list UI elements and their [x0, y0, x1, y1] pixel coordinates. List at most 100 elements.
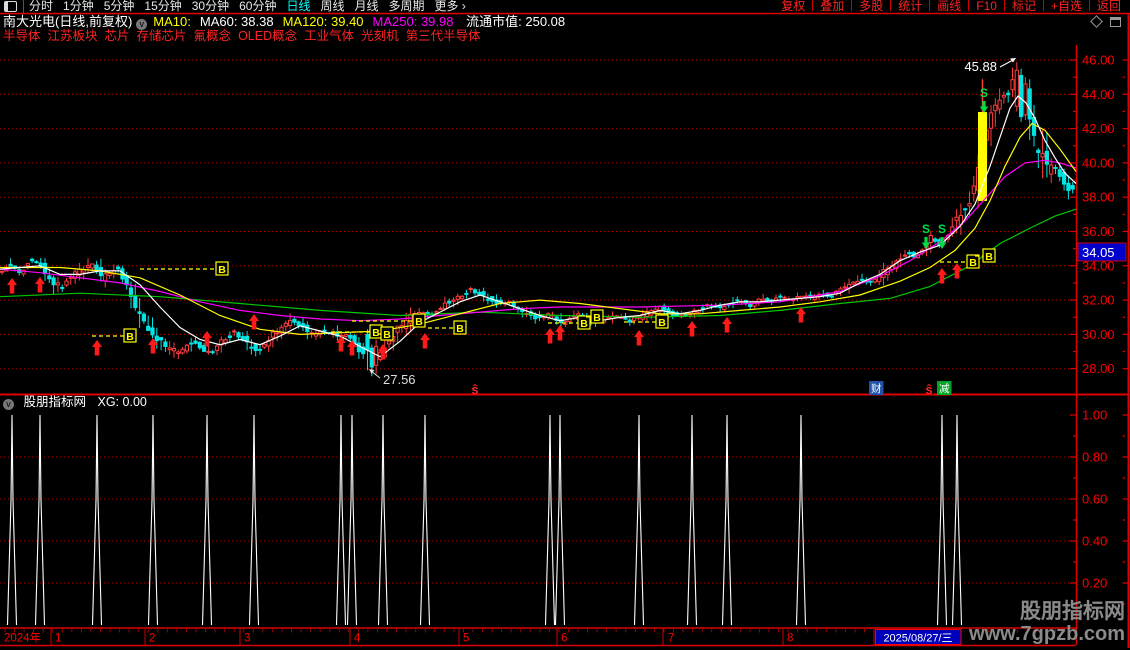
- signal-spike: [91, 414, 103, 626]
- period-tab-5分钟[interactable]: 5分钟: [103, 0, 135, 13]
- toolbar-button-F10[interactable]: F10: [976, 0, 997, 13]
- svg-text:ŝ: ŝ: [925, 382, 932, 397]
- button-separator: [1042, 0, 1044, 11]
- up-arrow-icon: [545, 328, 555, 344]
- svg-text:S: S: [922, 222, 930, 236]
- ma-item: MA60: 38.38: [199, 14, 274, 29]
- tag-工业气体[interactable]: 工业气体: [304, 29, 355, 43]
- period-tab-1分钟[interactable]: 1分钟: [63, 0, 94, 13]
- candlesticks[interactable]: [0, 62, 1075, 377]
- svg-text:30.00: 30.00: [1082, 327, 1115, 342]
- up-arrow-icon: [555, 325, 565, 341]
- signal-spike: [795, 414, 807, 626]
- panel-icon[interactable]: [1110, 17, 1121, 27]
- watermark: 股朋指标网 www.7gpzb.com: [969, 601, 1125, 646]
- svg-text:38.00: 38.00: [1082, 190, 1115, 205]
- signal-spike: [346, 414, 358, 626]
- signal-spike: [335, 414, 347, 626]
- up-arrow-icon: [335, 336, 346, 352]
- down-arrow-icon: [979, 101, 989, 113]
- ma-line-MA250: [0, 208, 1077, 318]
- tag-氟概念[interactable]: 氟概念: [193, 29, 232, 43]
- toolbar-button-多股[interactable]: 多股: [859, 0, 884, 13]
- signal-spike: [248, 414, 260, 626]
- signal-spike: [544, 414, 556, 626]
- button-separator: [968, 0, 970, 11]
- period-tab-多周期[interactable]: 多周期: [388, 0, 425, 13]
- svg-text:B: B: [372, 327, 380, 339]
- stock-title: 南大光电(日线,前复权): [3, 14, 133, 29]
- period-tab-15分钟[interactable]: 15分钟: [144, 0, 182, 13]
- toolbar-separator: [23, 0, 24, 13]
- up-arrow-icon: [346, 340, 357, 356]
- tag-芯片[interactable]: 芯片: [104, 29, 130, 43]
- last-price-label: 34.05: [1082, 245, 1115, 260]
- concept-tags: 半导体 江苏板块 芯片 存储芯片 氟概念 OLED概念 工业气体 光刻机 第三代半导体: [3, 30, 1073, 43]
- tag-第三代半导体[interactable]: 第三代半导体: [405, 29, 481, 43]
- ma-item: MA10:: [153, 14, 191, 29]
- button-separator: [1003, 0, 1005, 11]
- svg-text:B: B: [218, 264, 226, 276]
- toolbar-button-统计[interactable]: 统计: [898, 0, 923, 13]
- up-arrow-icon: [687, 321, 697, 337]
- period-tab-30分钟[interactable]: 30分钟: [191, 0, 230, 13]
- svg-text:27.56: 27.56: [383, 372, 416, 387]
- up-arrow-icon: [35, 277, 45, 293]
- svg-text:减: 减: [939, 383, 950, 395]
- period-tab-60分钟[interactable]: 60分钟: [239, 0, 277, 13]
- button-separator: [890, 0, 892, 11]
- toolbar-button-+自选[interactable]: +自选: [1050, 0, 1082, 13]
- indicator-panel[interactable]: 1.00 0.80 0.60 0.40 0.20: [6, 408, 1128, 626]
- chevron-down-icon[interactable]: v: [3, 399, 14, 410]
- info-bar: 南大光电(日线,前复权) v MA10: MA60: 38.38 MA120: 39.4…: [3, 14, 1127, 30]
- period-tab-日线[interactable]: 日线: [286, 0, 311, 13]
- month-label-2: 2: [149, 633, 155, 645]
- period-tab-月线[interactable]: 月线: [354, 0, 379, 13]
- buy-signal-arrows: [7, 263, 962, 360]
- up-arrow-icon: [419, 333, 430, 349]
- up-arrow-icon: [937, 268, 947, 284]
- svg-text:40.00: 40.00: [1082, 155, 1115, 170]
- gridlines: [0, 59, 1076, 584]
- tag-存储芯片[interactable]: 存储芯片: [136, 29, 187, 43]
- toolbar-button-叠加[interactable]: 叠加: [820, 0, 845, 13]
- tag-光刻机[interactable]: 光刻机: [361, 29, 399, 43]
- svg-text:B: B: [593, 312, 601, 324]
- tag-OLED概念[interactable]: OLED概念: [238, 29, 298, 43]
- up-arrow-icon: [634, 330, 644, 346]
- tag-半导体[interactable]: 半导体: [3, 29, 41, 43]
- indicator-header: v 股朋指标网 XG: 0.00: [3, 395, 147, 410]
- up-arrow-icon: [796, 307, 806, 323]
- up-arrow-icon: [202, 331, 212, 347]
- signal-spike: [377, 414, 389, 626]
- toolbar-button-返回[interactable]: 返回: [1096, 0, 1121, 13]
- svg-text:34.00: 34.00: [1082, 258, 1115, 273]
- month-label-4: 4: [354, 633, 361, 645]
- toolbar-button-复权[interactable]: 复权: [781, 0, 806, 13]
- month-label-6: 6: [561, 633, 567, 645]
- toolbar-button-画线[interactable]: 画线: [937, 0, 962, 13]
- diamond-icon[interactable]: [1090, 15, 1103, 28]
- period-tabs: 分时 1分钟 5分钟 15分钟 30分钟 60分钟 日线 周线 月线 多周期 更多 ›: [29, 0, 476, 13]
- market-cap-label: 流通市值:: [466, 14, 522, 29]
- window-icon[interactable]: [4, 1, 17, 12]
- ma-line-MA60: [0, 122, 1077, 336]
- month-label-7: 7: [668, 633, 674, 645]
- period-tab-分时[interactable]: 分时: [29, 0, 54, 13]
- up-arrow-icon: [7, 278, 17, 294]
- svg-text:B: B: [383, 329, 391, 341]
- svg-text:0.60: 0.60: [1082, 492, 1107, 507]
- ma-values: MA10: MA60: 38.38 MA120: 39.40 MA250: 39.98: [153, 14, 462, 29]
- period-tab-周线[interactable]: 周线: [320, 0, 345, 13]
- chevron-down-icon[interactable]: v: [136, 19, 148, 30]
- month-label-5: 5: [463, 633, 469, 645]
- indicator-label: XG:: [97, 395, 120, 409]
- up-arrow-icon: [952, 263, 962, 279]
- button-separator: [1088, 0, 1090, 11]
- period-tab-更多 ›[interactable]: 更多 ›: [434, 0, 466, 13]
- month-label-8: 8: [787, 633, 793, 645]
- tag-江苏板块[interactable]: 江苏板块: [47, 29, 98, 43]
- toolbar-button-标记[interactable]: 标记: [1011, 0, 1036, 13]
- signal-spike: [721, 414, 733, 626]
